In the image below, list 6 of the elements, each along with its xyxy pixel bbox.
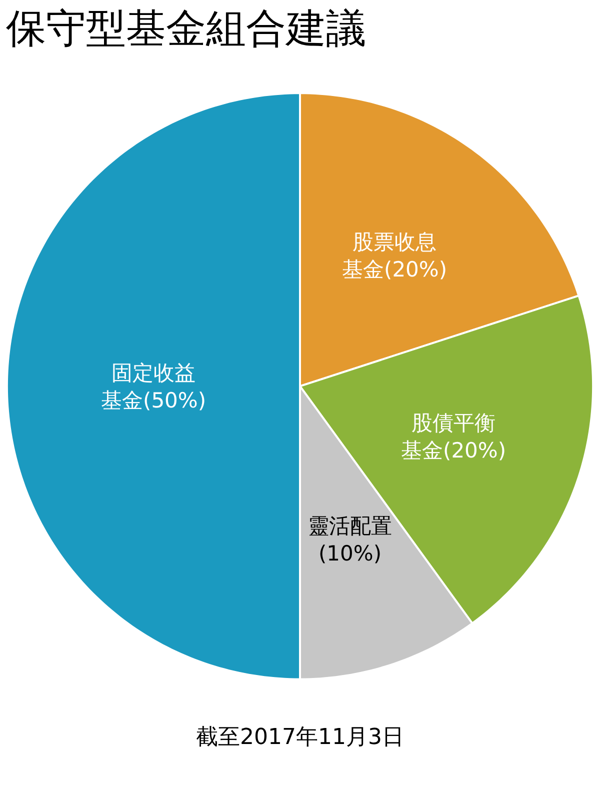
chart-title: 保守型基金組合建議 xyxy=(6,6,366,52)
slice-label: 股票收息基金(20%) xyxy=(342,230,448,282)
slice-label: 靈活配置(10%) xyxy=(308,514,392,566)
text: 截至2017年11月3日 xyxy=(196,725,404,750)
slice-label: 固定收益基金(50%) xyxy=(101,361,206,412)
slice-label: 股債平衡基金(20%) xyxy=(401,411,506,462)
